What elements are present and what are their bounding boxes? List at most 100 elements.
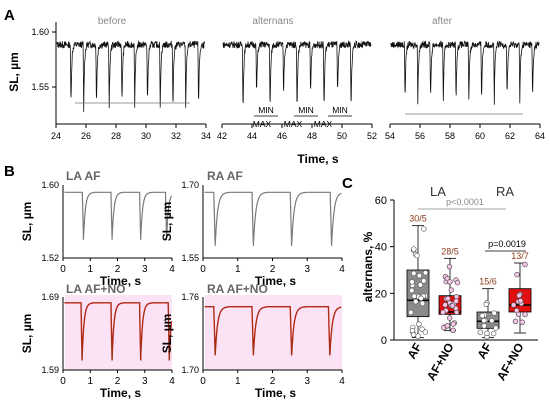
data-point <box>450 321 456 327</box>
data-point <box>444 323 451 329</box>
x-tick-label: 0 <box>200 264 206 275</box>
stat-label-2: p=0.0019 <box>488 239 526 249</box>
y-axis-title: SL, µm <box>20 202 34 242</box>
category-label: AF <box>474 341 494 362</box>
data-point <box>422 329 428 335</box>
data-point <box>419 300 426 307</box>
data-point <box>454 279 461 286</box>
trace-line <box>204 191 342 246</box>
data-point <box>484 330 490 336</box>
x-tick-label: 2 <box>115 264 121 275</box>
x-tick-label: 46 <box>277 131 287 141</box>
y-axis-title: SL, µm <box>20 314 34 354</box>
data-point <box>493 325 499 331</box>
data-point <box>409 279 415 285</box>
trace-plot-ra-af-no: RA AF+NO 1.76 1.700 1 2 3 4 SL, µm Time, s <box>160 282 345 400</box>
data-point <box>447 279 453 285</box>
x-axis-title: Time, s <box>100 386 141 400</box>
x-tick-label: 26 <box>81 131 91 141</box>
panel-label-c: C <box>342 175 353 192</box>
x-tick-label: 0 <box>60 264 66 275</box>
data-point <box>449 303 456 309</box>
data-point <box>409 287 415 294</box>
x-tick-label: 64 <box>535 131 545 141</box>
panel-label-b: B <box>4 163 15 180</box>
data-point <box>517 298 524 304</box>
x-tick-label: 3 <box>304 376 310 387</box>
trace-title: LA AF+NO <box>66 282 125 296</box>
data-point <box>416 321 422 327</box>
segment-before: 24 26 28 30 32 34 <box>51 40 211 141</box>
x-tick-label: 58 <box>445 131 455 141</box>
x-tick-label: 30 <box>141 131 151 141</box>
x-tick-label: 34 <box>201 131 211 141</box>
x-tick-label: 1 <box>87 376 93 387</box>
trace-title: LA AF <box>66 169 100 183</box>
trace-title: RA AF+NO <box>207 282 268 296</box>
data-point <box>522 261 528 268</box>
trace-overlay <box>204 306 342 356</box>
data-point <box>421 278 427 284</box>
data-point <box>447 315 453 321</box>
x-tick-label: 1 <box>235 376 241 387</box>
x-tick-label: 28 <box>111 131 121 141</box>
sl-trace <box>222 39 372 104</box>
data-point <box>442 302 448 308</box>
annot-min-2: MIN <box>298 105 314 115</box>
data-point <box>411 246 417 252</box>
segment-title-before: before <box>98 16 127 27</box>
segment-alternans: 42 44 46 48 50 52 <box>217 39 377 141</box>
data-point <box>446 264 453 270</box>
data-point <box>481 323 487 329</box>
x-tick-label: 48 <box>307 131 317 141</box>
category-label: AF <box>404 341 424 362</box>
data-point <box>479 312 485 319</box>
data-point <box>483 301 489 307</box>
panel-c-y-axis-title: alternans, % <box>361 231 375 302</box>
trace-title: RA AF <box>207 169 243 183</box>
x-tick-label: 60 <box>475 131 485 141</box>
data-point <box>512 318 519 324</box>
annot-max-1: MAX <box>253 119 272 129</box>
y-tick-label: 1.70 <box>181 180 199 190</box>
y-tick-label: 1.52 <box>41 253 59 263</box>
data-point <box>519 319 525 325</box>
panel-label-a: A <box>4 7 15 24</box>
segment-title-after: after <box>432 16 453 27</box>
stat-label-1: p<0.0001 <box>446 197 484 207</box>
x-tick-label: 3 <box>304 264 310 275</box>
x-tick-label: 54 <box>385 131 395 141</box>
trace-plot-la-af: LA AF 1.60 1.520 1 2 3 4 SL, µm Time, s <box>20 169 175 288</box>
data-point <box>410 332 417 338</box>
x-tick-label: 32 <box>171 131 181 141</box>
x-tick-label: 3 <box>142 376 148 387</box>
y-tick-label: 1.69 <box>41 292 59 302</box>
n-label: 13/7 <box>511 251 529 261</box>
y-tick-label: 20 <box>375 288 387 300</box>
data-point <box>413 298 419 305</box>
x-tick-label: 24 <box>51 131 61 141</box>
x-tick-label: 4 <box>169 376 175 387</box>
data-point <box>477 329 483 335</box>
x-tick-label: 4 <box>339 264 345 275</box>
x-tick-label: 1 <box>87 264 93 275</box>
x-tick-label: 1 <box>235 264 241 275</box>
sl-trace <box>390 40 540 105</box>
data-point <box>510 302 517 308</box>
data-point <box>491 330 497 337</box>
data-point <box>491 310 497 316</box>
data-point <box>421 226 427 232</box>
annot-max-2: MAX <box>284 119 303 129</box>
data-point <box>515 311 522 318</box>
trace-plot-ra-af: RA AF 1.70 1.550 1 2 3 4 SL, µm Time, s <box>160 169 345 288</box>
sl-trace <box>56 40 206 112</box>
x-tick-label: 3 <box>142 264 148 275</box>
y-tick-label: 40 <box>375 242 387 254</box>
data-point <box>450 327 456 333</box>
x-tick-label: 0 <box>200 376 206 387</box>
data-point <box>448 287 454 293</box>
y-tick-label: 1.59 <box>41 365 59 375</box>
panel-c-y-ticks: 0 20 40 60 <box>375 195 394 347</box>
